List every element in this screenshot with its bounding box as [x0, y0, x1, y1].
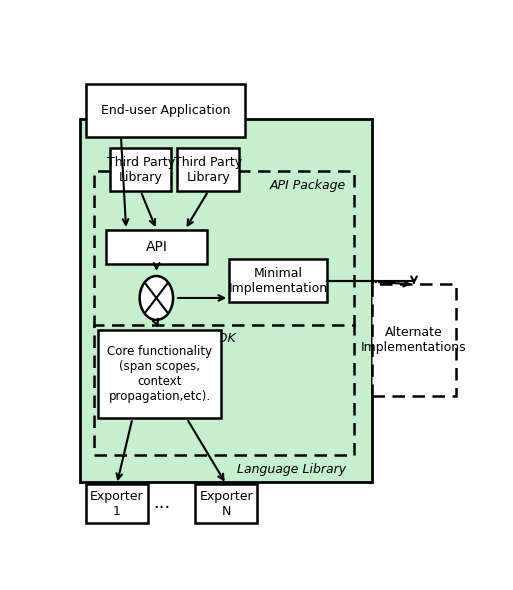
Bar	[98, 330, 221, 418]
Bar	[110, 148, 171, 191]
Text: Third Party
Library: Third Party Library	[174, 156, 242, 183]
Bar	[86, 484, 148, 523]
Text: API Package: API Package	[270, 179, 346, 192]
Bar	[195, 484, 257, 523]
Text: ...: ...	[153, 494, 170, 512]
Bar	[86, 84, 245, 137]
Text: Alternate
Implementations: Alternate Implementations	[361, 326, 467, 354]
Bar	[94, 171, 354, 327]
Bar	[372, 284, 456, 396]
Bar	[106, 230, 207, 264]
Text: Language Library: Language Library	[238, 463, 346, 476]
Text: SDK: SDK	[211, 332, 237, 345]
Bar	[229, 260, 326, 303]
Ellipse shape	[140, 276, 173, 320]
Text: Exporter
N: Exporter N	[200, 490, 253, 517]
Bar	[94, 325, 354, 455]
Text: Third Party
Library: Third Party Library	[107, 156, 175, 183]
Bar	[177, 148, 239, 191]
Bar	[80, 119, 372, 482]
Text: Core functionality
(span scopes,
context
propagation,etc).: Core functionality (span scopes, context…	[107, 345, 212, 403]
Text: Minimal
Implementation: Minimal Implementation	[228, 267, 327, 295]
Text: API: API	[146, 240, 168, 254]
Text: Exporter
1: Exporter 1	[90, 490, 144, 517]
Text: End-user Application: End-user Application	[101, 104, 230, 117]
